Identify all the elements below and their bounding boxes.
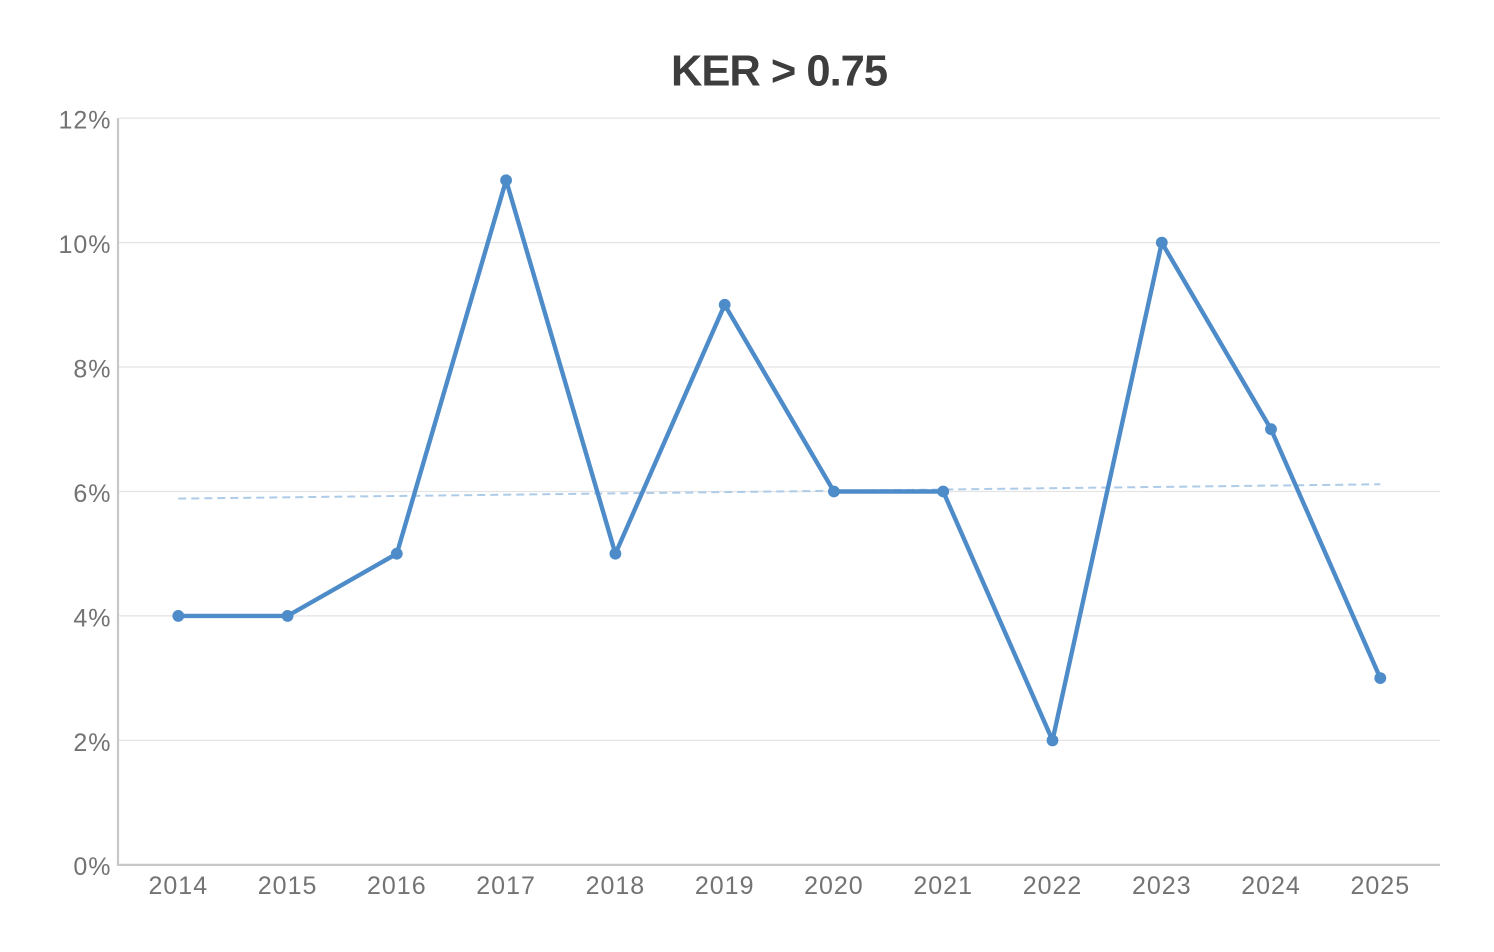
svg-text:10%: 10% xyxy=(58,231,111,259)
svg-text:2016: 2016 xyxy=(367,872,427,900)
svg-text:2022: 2022 xyxy=(1023,872,1083,900)
svg-text:2018: 2018 xyxy=(586,872,646,900)
svg-text:2024: 2024 xyxy=(1241,872,1301,900)
svg-text:2019: 2019 xyxy=(695,872,755,900)
svg-text:2017: 2017 xyxy=(476,872,536,900)
svg-text:12%: 12% xyxy=(58,107,111,135)
svg-text:2015: 2015 xyxy=(258,872,318,900)
svg-text:KER > 0.75: KER > 0.75 xyxy=(671,48,887,96)
svg-text:2%: 2% xyxy=(73,729,111,757)
svg-text:2023: 2023 xyxy=(1132,872,1192,900)
svg-text:2025: 2025 xyxy=(1350,872,1410,900)
svg-text:2020: 2020 xyxy=(804,872,864,900)
svg-text:2021: 2021 xyxy=(913,872,973,900)
svg-text:0%: 0% xyxy=(73,853,111,881)
svg-text:8%: 8% xyxy=(73,355,111,383)
svg-text:4%: 4% xyxy=(73,604,111,632)
svg-text:2014: 2014 xyxy=(148,872,208,900)
svg-text:6%: 6% xyxy=(73,480,111,508)
